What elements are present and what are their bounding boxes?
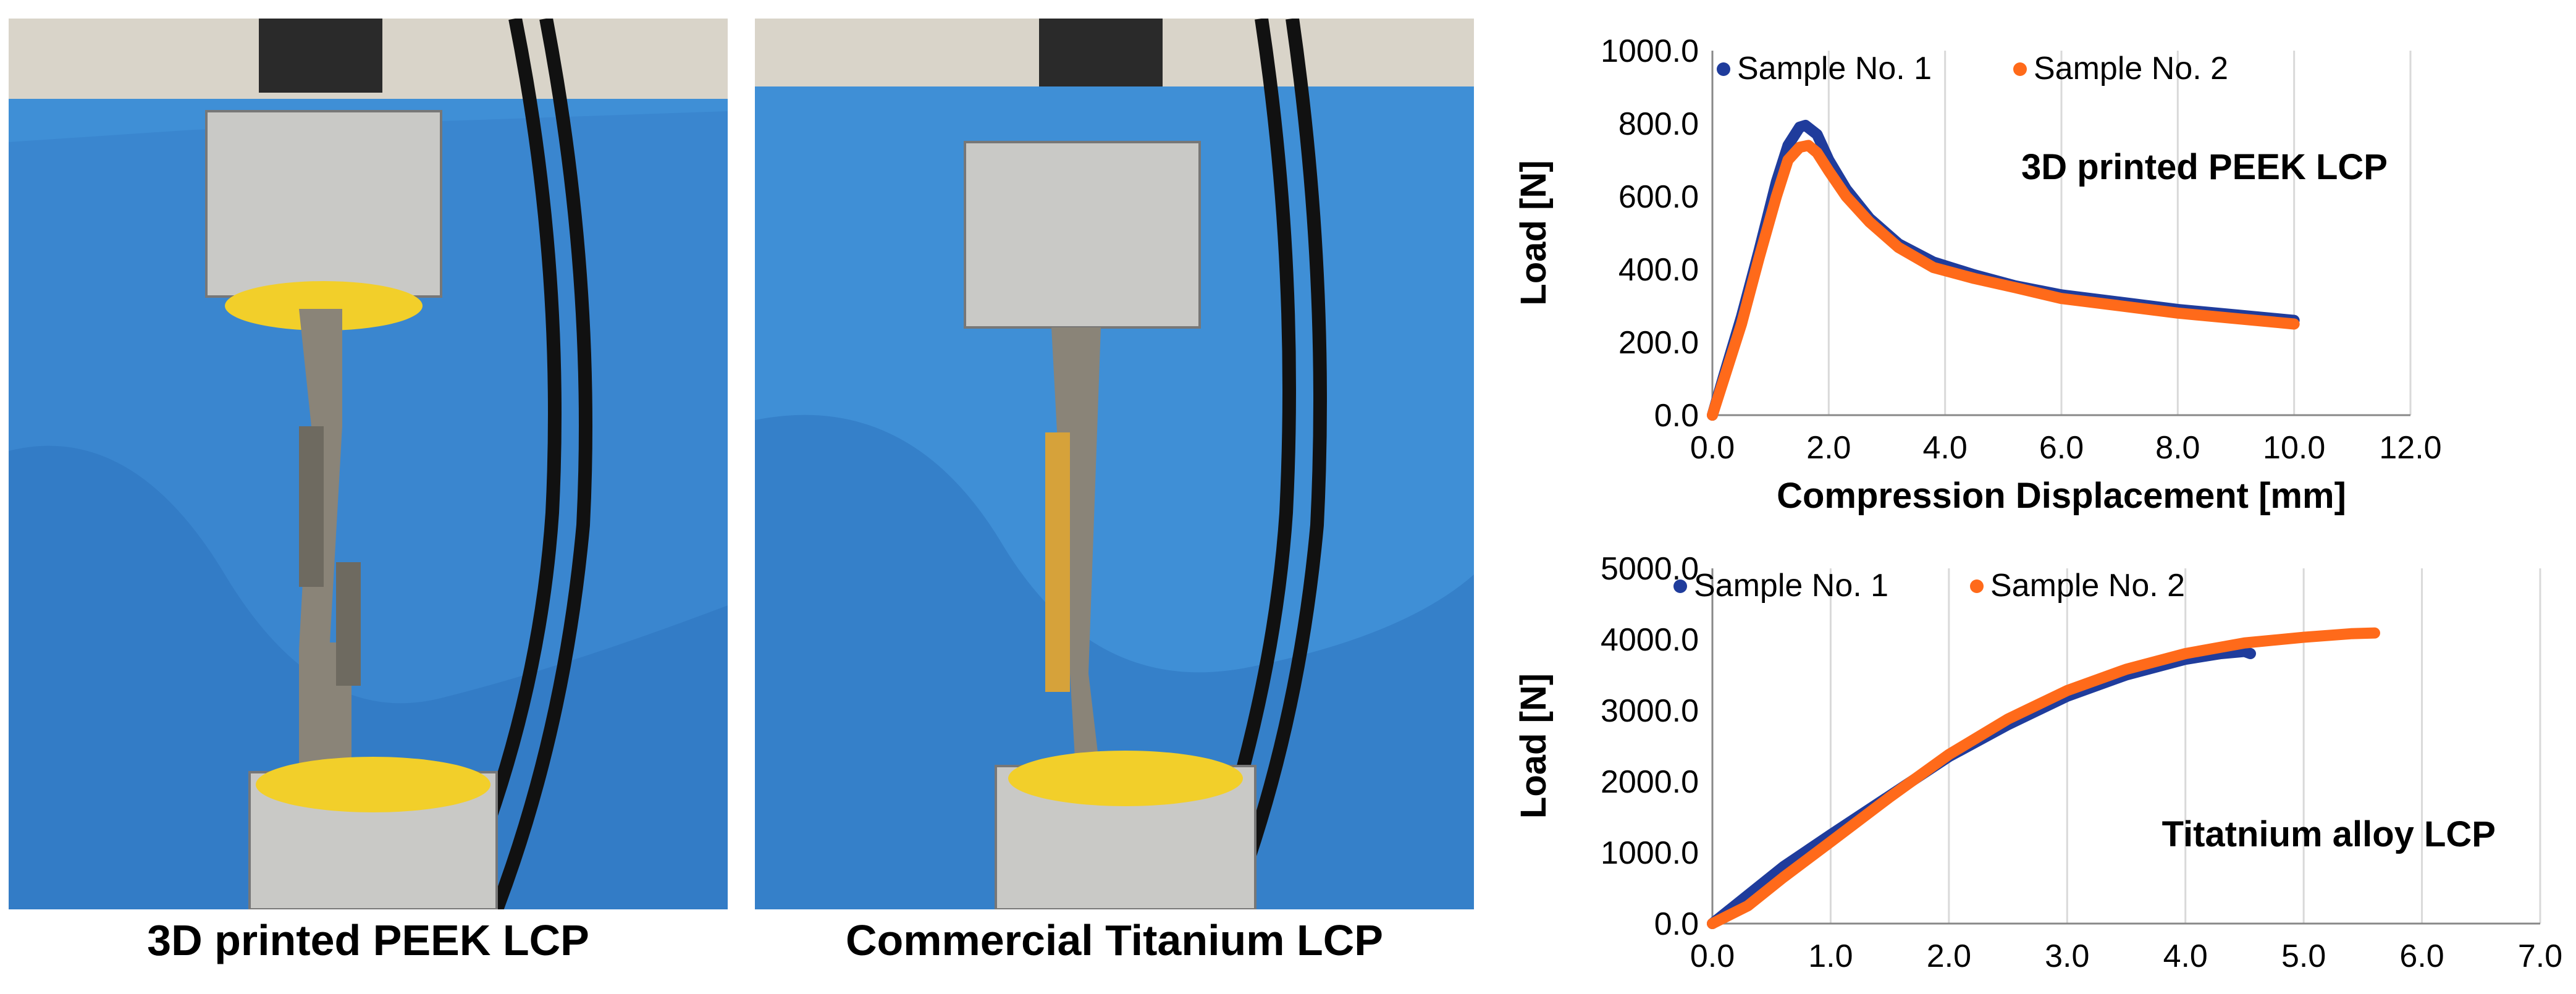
chart2-y-tick-label: 4000.0 xyxy=(1601,622,1699,658)
chart2-y-tick-label: 3000.0 xyxy=(1601,693,1699,729)
peek-test-photo xyxy=(9,19,728,909)
chart-panel: 0.0 2.0 4.0 6.0 8.0 10.0 12.0 0.0 200.0 400.0 600.… xyxy=(1470,0,2576,994)
chart1-series-2-line xyxy=(1707,140,2300,421)
chart1-x-tick-label: 12.0 xyxy=(2379,430,2441,466)
peek-photo-caption: 3D printed PEEK LCP xyxy=(147,916,589,964)
chart1-y-tick-label: 0.0 xyxy=(1654,398,1699,434)
chart2-legend-label-2: Sample No. 2 xyxy=(1990,568,2185,604)
chart1-y-tick-label: 1000.0 xyxy=(1601,33,1699,69)
chart2-x-tick-label: 3.0 xyxy=(2045,938,2089,974)
chart1-y-tick-label: 600.0 xyxy=(1618,179,1699,215)
chart1-y-tick-label: 200.0 xyxy=(1618,325,1699,361)
chart1-annotation: 3D printed PEEK LCP xyxy=(2021,147,2388,187)
chart2-legend-marker-1 xyxy=(1673,579,1687,593)
chart1-y-tick-label: 400.0 xyxy=(1618,252,1699,288)
chart1-x-tick-label: 8.0 xyxy=(2155,430,2200,466)
chart1-x-tick-label: 10.0 xyxy=(2263,430,2325,466)
chart2-x-tick-label: 0.0 xyxy=(1690,938,1735,974)
chart1-legend-label-1: Sample No. 1 xyxy=(1737,51,1932,86)
chart2-legend-label-1: Sample No. 1 xyxy=(1694,568,1888,604)
chart2-y-tick-label: 2000.0 xyxy=(1601,764,1699,800)
chart1-y-tick-label: 800.0 xyxy=(1618,106,1699,142)
chart2-series-2-line xyxy=(1707,627,2380,929)
chart1-x-tick-label: 2.0 xyxy=(1806,430,1851,466)
titanium-photo-caption: Commercial Titanium LCP xyxy=(845,916,1383,964)
chart2-y-tick-label: 1000.0 xyxy=(1601,835,1699,871)
chart1-legend-marker-2 xyxy=(2013,62,2027,76)
chart1-x-tick-label: 0.0 xyxy=(1690,430,1735,466)
chart1-x-axis-title: Compression Displacement [mm] xyxy=(1777,476,2346,516)
chart1-x-tick-label: 4.0 xyxy=(1923,430,1968,466)
charts-svg: 0.0 2.0 4.0 6.0 8.0 10.0 12.0 0.0 200.0 400.0 600.… xyxy=(1513,33,2562,974)
chart2-annotation: Titatnium alloy LCP xyxy=(2162,814,2496,854)
chart2-x-tick-label: 7.0 xyxy=(2518,938,2562,974)
chart2-y-axis-title: Load [N] xyxy=(1513,673,1554,819)
chart1-legend-marker-1 xyxy=(1717,62,1730,76)
chart2-x-tick-label: 6.0 xyxy=(2399,938,2444,974)
chart2-legend-marker-2 xyxy=(1970,579,1984,593)
chart2-series-1-line xyxy=(1707,646,2256,929)
chart1-legend-label-2: Sample No. 2 xyxy=(2034,51,2228,86)
chart2-x-tick-label: 2.0 xyxy=(1927,938,1971,974)
chart2-x-tick-label: 1.0 xyxy=(1808,938,1853,974)
chart2-x-tick-label: 5.0 xyxy=(2281,938,2326,974)
titanium-test-photo xyxy=(755,19,1474,909)
chart2-x-tick-label: 4.0 xyxy=(2163,938,2208,974)
chart2-y-tick-label: 0.0 xyxy=(1654,906,1699,942)
chart1-y-axis-title: Load [N] xyxy=(1513,160,1554,305)
chart1-x-tick-label: 6.0 xyxy=(2039,430,2084,466)
